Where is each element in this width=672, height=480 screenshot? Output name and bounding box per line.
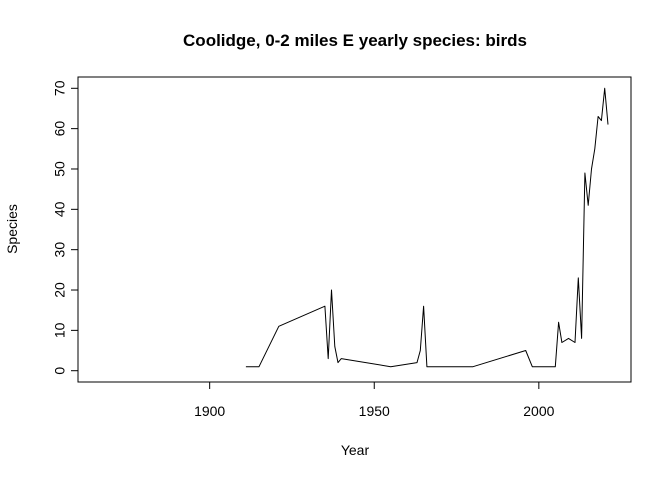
- series-line: [245, 87, 609, 368]
- y-tick-label: 50: [52, 161, 68, 177]
- chart-title: Coolidge, 0-2 miles E yearly species: bi…: [183, 31, 527, 50]
- y-tick-label: 60: [52, 121, 68, 137]
- y-tick-label: 20: [52, 282, 68, 298]
- x-axis: 1900 1950 2000: [194, 381, 555, 419]
- series-group: [245, 87, 609, 368]
- x-tick-label: 2000: [523, 403, 554, 419]
- x-tick-label: 1950: [359, 403, 390, 419]
- plot-frame: [77, 76, 632, 383]
- x-tick-label: 1900: [194, 403, 225, 419]
- y-tick-label: 30: [52, 242, 68, 258]
- y-tick-label: 10: [52, 322, 68, 338]
- y-tick-label: 0: [52, 367, 68, 375]
- y-tick-label: 70: [52, 80, 68, 96]
- y-axis-label: Species: [4, 204, 20, 254]
- y-tick-label: 40: [52, 201, 68, 217]
- y-axis: 0 10 20 30 40 50 60 70: [52, 80, 79, 375]
- x-axis-label: Year: [341, 442, 370, 458]
